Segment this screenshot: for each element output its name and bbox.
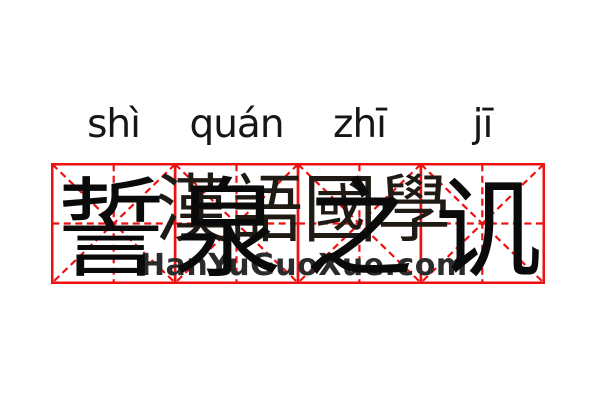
pinyin-syllable: jī bbox=[472, 102, 494, 147]
hanzi-row: 誓 泉 之 讥 bbox=[52, 164, 544, 293]
pinyin-syllable: zhī bbox=[332, 102, 387, 147]
hanzi-character: 泉 bbox=[173, 167, 282, 293]
watermark-cjk-text: 漢語國學 bbox=[155, 167, 451, 253]
hanzi-character: 之 bbox=[305, 167, 414, 293]
mi-zi-grid bbox=[51, 163, 545, 284]
pinyin-syllable: quán bbox=[189, 102, 284, 147]
hanzi-character: 讥 bbox=[434, 167, 543, 293]
pinyin-row: shì quán zhī jī bbox=[52, 101, 544, 151]
hanzi-character: 誓 bbox=[56, 167, 165, 293]
watermark-site-url: HanYuGuoXue.com bbox=[140, 248, 468, 283]
pinyin-syllable: shì bbox=[87, 102, 141, 147]
